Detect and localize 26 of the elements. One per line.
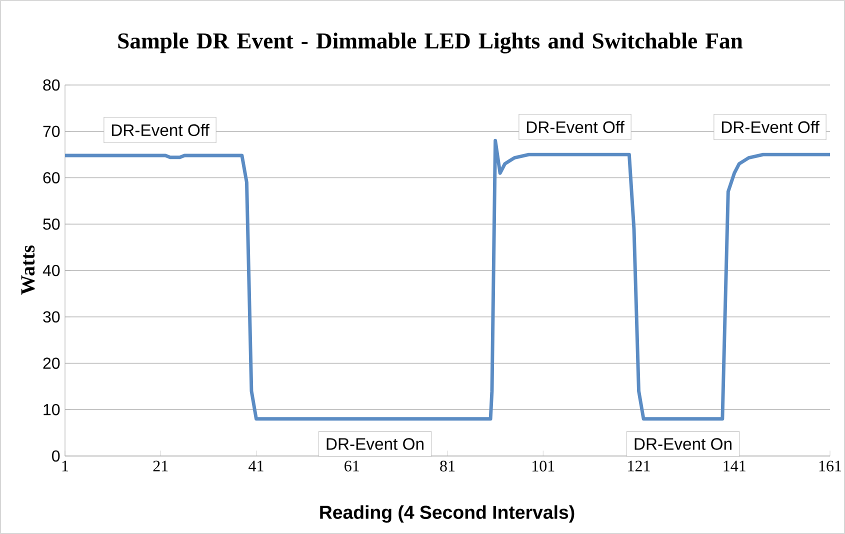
y-tick-label: 70 (43, 126, 60, 138)
y-tick-label: 30 (43, 311, 60, 323)
x-tick-label: 41 (248, 460, 264, 472)
x-tick-label: 121 (628, 460, 650, 472)
x-tick-label: 161 (819, 460, 842, 472)
y-tick-label: 80 (43, 79, 60, 91)
annotation: DR-Event Off (112, 124, 210, 136)
annotation: DR-Event Off (526, 120, 624, 134)
x-axis-title: Reading (4 Second Intervals) (320, 505, 574, 523)
x-tick-label: 101 (532, 460, 554, 472)
x-tick-label: 21 (153, 460, 168, 472)
chart-title: Sample DR Event - Dimmable LED Lights and Switchable Fan (118, 32, 743, 54)
y-tick-label: 20 (43, 358, 60, 369)
y-tick-label: 40 (42, 264, 60, 276)
annotation: DR-Event On (634, 438, 732, 450)
y-axis-title: Watts (21, 245, 35, 295)
y-tick-label: 0 (52, 450, 60, 462)
annotation: DR-Event Off (722, 120, 820, 134)
y-tick-label: 10 (44, 404, 60, 416)
x-tick-label: 81 (440, 460, 455, 472)
x-tick-label: 141 (724, 460, 746, 472)
y-tick-label: 50 (43, 218, 60, 230)
y-tick-label: 60 (43, 172, 60, 184)
annotation: DR-Event On (326, 438, 424, 450)
x-tick-label: 61 (344, 460, 359, 472)
x-tick-label: 1 (62, 460, 68, 472)
